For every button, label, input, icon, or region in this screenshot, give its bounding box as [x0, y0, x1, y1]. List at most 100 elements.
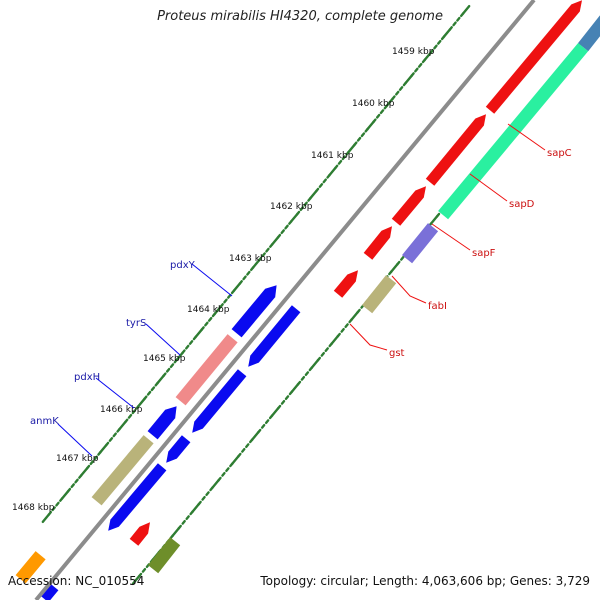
gene-feature[interactable] [15, 551, 46, 584]
ruler-tick [59, 497, 64, 502]
gene-label[interactable]: anmK [30, 416, 59, 427]
gene-label[interactable]: gst [389, 348, 405, 359]
ruler-tick [395, 90, 400, 96]
ruler-tick [171, 526, 181, 538]
ruler-tick [360, 132, 366, 138]
ruler-tick [192, 335, 198, 341]
ruler-tick [452, 21, 457, 27]
feature-tracks[interactable] [15, 0, 600, 600]
ruler-tick [135, 404, 140, 410]
callout-line [391, 275, 427, 304]
gene-label[interactable]: pdxH [74, 372, 100, 383]
ruler-tick [185, 344, 190, 350]
ruler-ticks-left [41, 4, 471, 524]
gene-feature[interactable] [425, 114, 486, 186]
ruler-tick [388, 270, 393, 276]
gene-feature[interactable] [402, 223, 439, 264]
ruler-tick [260, 423, 266, 429]
ruler-tick [250, 430, 260, 442]
callout-line [145, 323, 181, 356]
gene-feature[interactable] [108, 463, 167, 531]
ruler-tick [304, 371, 310, 377]
gene-feature[interactable] [147, 406, 177, 440]
ruler-tick [211, 312, 217, 318]
kbp-label: 1461 kbp [311, 151, 354, 161]
ruler-tick [201, 495, 206, 501]
gene-feature[interactable] [362, 275, 397, 314]
ruler-tick [78, 474, 83, 479]
ruler-tick [379, 109, 385, 115]
ruler-tick [348, 318, 353, 324]
gene-feature[interactable] [91, 435, 154, 506]
gene-feature[interactable] [192, 369, 247, 433]
ruler-tick [165, 367, 171, 373]
ruler-tick [188, 340, 194, 345]
ruler-tick [265, 247, 270, 253]
ruler-tick [150, 386, 156, 392]
ruler-tick [221, 471, 226, 477]
ruler-tick [211, 478, 220, 490]
ruler-tick [116, 427, 121, 433]
ruler-tick [398, 86, 404, 91]
callout-line [191, 263, 233, 297]
ruler-tick [280, 229, 285, 235]
ruler-tick [307, 196, 312, 202]
gene-feature[interactable] [129, 522, 150, 546]
accession-text: Accession: NC_010554 [8, 574, 145, 588]
ruler-tick [437, 39, 442, 45]
gene-feature[interactable] [391, 186, 426, 226]
callout-line [507, 123, 546, 151]
ruler-tick [230, 289, 236, 295]
ruler-tick [230, 454, 240, 466]
ruler-tick [280, 399, 286, 405]
ruler-tick [400, 255, 405, 261]
gene-feature[interactable] [175, 334, 238, 406]
ruler-tick [270, 406, 280, 418]
gene-label[interactable]: sapF [472, 248, 496, 259]
ruler-tick [74, 478, 79, 484]
ruler-tick [131, 409, 137, 415]
gene-feature[interactable] [485, 0, 582, 114]
ruler-tick [268, 414, 274, 420]
gene-feature[interactable] [166, 435, 191, 463]
gene-feature[interactable] [148, 537, 181, 574]
ruler-tick [108, 437, 114, 442]
ruler-tick [383, 104, 389, 110]
genome-summary-text: Topology: circular; Length: 4,063,606 bp… [260, 574, 590, 588]
gene-label[interactable]: fabI [428, 301, 447, 312]
ruler-tick [146, 390, 152, 396]
ruler-tick [459, 12, 465, 18]
map-title: Proteus mirabilis HI4320, complete genom… [157, 9, 443, 24]
ruler-tick [440, 35, 446, 41]
gene-feature[interactable] [363, 226, 392, 260]
ruler-tick [429, 214, 439, 226]
gene-label[interactable]: pdxY [170, 260, 196, 271]
gene-label[interactable]: tyrS [126, 318, 146, 329]
gene-callouts: pdxY tyrS pdxH anmK sapC sapD sapF fabI gst [30, 123, 572, 457]
ruler-tick [389, 262, 399, 274]
ruler-tick [284, 395, 290, 401]
kbp-label: 1466 kbp [100, 405, 143, 415]
gene-label[interactable]: sapC [547, 148, 572, 159]
ruler-tick [205, 491, 210, 497]
ruler-tick [242, 275, 247, 281]
ruler-tick [181, 519, 186, 525]
gene-feature[interactable] [578, 5, 600, 52]
gene-feature[interactable] [438, 43, 589, 220]
gene-feature[interactable] [39, 583, 59, 600]
ruler-tick [173, 358, 179, 364]
ruler-tick [127, 413, 133, 419]
gene-label[interactable]: sapD [509, 199, 535, 210]
kbp-label: 1468 kbp [12, 503, 55, 513]
ruler-tick [310, 358, 320, 370]
ruler-tick [189, 510, 194, 516]
ruler-tick [246, 270, 251, 276]
gene-feature[interactable] [248, 305, 301, 367]
gene-feature[interactable] [333, 270, 358, 298]
ruler-tick [288, 390, 294, 396]
ruler-tick [70, 483, 75, 489]
ruler-tick [326, 173, 331, 179]
gene-feature[interactable] [231, 285, 277, 338]
ruler-tick [341, 155, 347, 161]
